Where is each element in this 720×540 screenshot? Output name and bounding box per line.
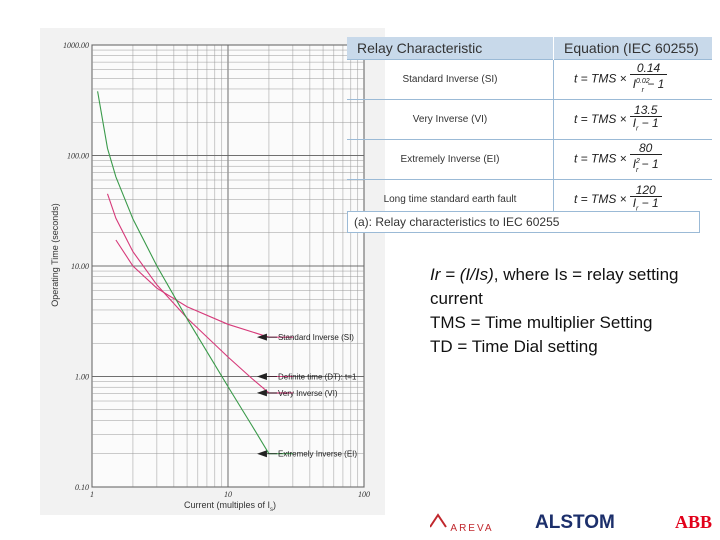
y-axis-label: Operating Time (seconds) — [50, 203, 60, 307]
x-tick-label: 10 — [224, 490, 232, 499]
row-name: Standard Inverse (SI) — [347, 59, 554, 100]
row-name: Extremely Inverse (EI) — [347, 139, 554, 180]
series-annotations: Standard Inverse (SI) Definite time (DT):… — [256, 333, 357, 459]
annotation-arrow — [256, 450, 267, 458]
y-tick-labels: 1000.00 100.00 10.00 1.00 0.10 — [63, 41, 89, 492]
row-name: Very Inverse (VI) — [347, 99, 554, 140]
x-tick-labels: 1 10 100 — [90, 490, 370, 499]
table-row: Extremely Inverse (EI) t = TMS × 80 I2r − … — [347, 139, 712, 180]
table-header-equation: Equation (IEC 60255) — [553, 37, 712, 60]
series-line-3 — [97, 91, 293, 455]
annotation-arrow — [256, 373, 267, 380]
x-tick-label: 100 — [358, 490, 370, 499]
table-row: Very Inverse (VI) t = TMS × 13.5 Ir − 1 — [347, 99, 712, 140]
row-equation: t = TMS × 80 I2r − 1 — [553, 139, 712, 180]
annotation-arrow — [256, 333, 267, 341]
logo-strip: AREVA ALSTOM ABB — [430, 512, 712, 534]
definitions-text: Ir = (I/Is), where Is = relay setting cu… — [430, 263, 710, 359]
note-line: Ir = (I/Is), where Is = relay setting cu… — [430, 265, 679, 308]
areva-logo: AREVA — [430, 513, 493, 534]
row-equation: t = TMS × 13.5 Ir − 1 — [553, 99, 712, 140]
abb-logo: ABB — [675, 512, 712, 532]
note-line: TMS = Time multiplier Setting — [430, 313, 653, 332]
y-tick-label: 10.00 — [71, 262, 89, 271]
chart-grid — [91, 44, 365, 488]
alstom-logo: ALSTOM — [535, 512, 615, 533]
series-label: Very Inverse (VI) — [278, 389, 338, 398]
table-row: Standard Inverse (SI) t = TMS × 0.14 I0.02… — [347, 59, 712, 100]
y-tick-label: 1000.00 — [63, 41, 89, 50]
x-axis-label: Current (multiples of Is) — [184, 500, 276, 513]
y-tick-label: 100.00 — [67, 152, 89, 161]
series-label: Extremely Inverse (EI) — [278, 450, 357, 459]
y-tick-label: 0.10 — [75, 483, 89, 492]
series-label: Standard Inverse (SI) — [278, 333, 354, 342]
annotation-arrow — [256, 389, 267, 397]
table-header-characteristic: Relay Characteristic — [347, 37, 554, 60]
series-label: Definite time (DT): t=1 — [278, 373, 357, 382]
y-tick-label: 1.00 — [75, 373, 89, 382]
note-line: TD = Time Dial setting — [430, 337, 598, 356]
row-equation: t = TMS × 0.14 I0.02r − 1 — [553, 59, 712, 100]
x-tick-label: 1 — [90, 490, 94, 499]
relay-equation-table: Relay Characteristic Equation (IEC 60255… — [347, 37, 712, 234]
table-caption: (a): Relay characteristics to IEC 60255 — [347, 211, 700, 233]
svg-text:AREVA: AREVA — [450, 523, 493, 534]
